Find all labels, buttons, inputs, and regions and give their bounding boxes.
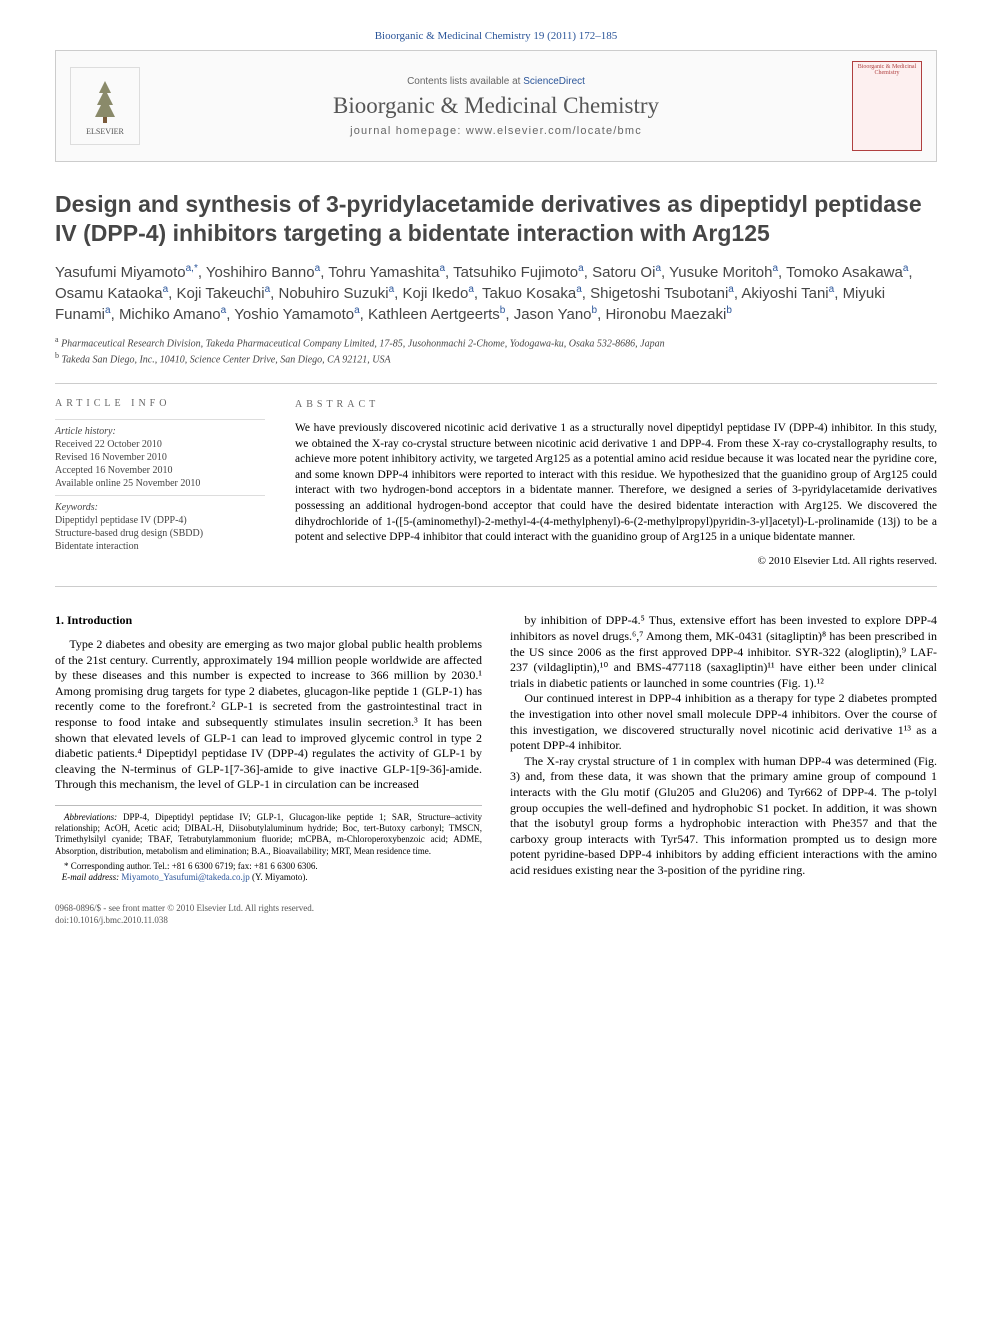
author: Satoru Oia bbox=[592, 264, 661, 281]
footer-line2: doi:10.1016/j.bmc.2010.11.038 bbox=[55, 915, 937, 926]
body-para: Our continued interest in DPP-4 inhibiti… bbox=[510, 691, 937, 753]
author: Tohru Yamashitaa bbox=[328, 264, 445, 281]
author: Kathleen Aertgeertsb bbox=[368, 306, 505, 323]
author: Yusuke Moritoha bbox=[669, 264, 778, 281]
journal-cover-thumb: Bioorganic & Medicinal Chemistry bbox=[852, 61, 922, 151]
author: Yoshio Yamamotoa bbox=[234, 306, 359, 323]
keyword: Dipeptidyl peptidase IV (DPP-4) bbox=[55, 515, 265, 526]
body-para: The X-ray crystal structure of 1 in comp… bbox=[510, 754, 937, 879]
header-center: Contents lists available at ScienceDirec… bbox=[154, 76, 838, 137]
history-line: Accepted 16 November 2010 bbox=[55, 465, 265, 476]
tree-icon bbox=[83, 77, 127, 127]
body-columns: 1. Introduction Type 2 diabetes and obes… bbox=[55, 613, 937, 883]
body-para: by inhibition of DPP-4.⁵ Thus, extensive… bbox=[510, 613, 937, 691]
author: Hironobu Maezakib bbox=[605, 306, 731, 323]
article-info: ARTICLE INFO Article history: Received 2… bbox=[55, 398, 265, 568]
history-line: Received 22 October 2010 bbox=[55, 439, 265, 450]
email-link[interactable]: Miyamoto_Yasufumi@takeda.co.jp bbox=[121, 872, 249, 882]
rule bbox=[55, 586, 937, 587]
author: Yasufumi Miyamotoa,* bbox=[55, 264, 198, 281]
keyword: Structure-based drug design (SBDD) bbox=[55, 528, 265, 539]
author: Koji Ikedoa bbox=[402, 285, 473, 302]
author: Yoshihiro Bannoa bbox=[206, 264, 320, 281]
journal-name: Bioorganic & Medicinal Chemistry bbox=[154, 93, 838, 119]
author: Tatsuhiko Fujimotoa bbox=[453, 264, 584, 281]
sciencedirect-link[interactable]: ScienceDirect bbox=[523, 76, 585, 87]
author: Nobuhiro Suzukia bbox=[279, 285, 395, 302]
section-heading: 1. Introduction bbox=[55, 613, 482, 629]
footer-line1: 0968-0896/$ - see front matter © 2010 El… bbox=[55, 903, 937, 914]
abstract-text: We have previously discovered nicotinic … bbox=[295, 421, 937, 545]
homepage-url[interactable]: www.elsevier.com/locate/bmc bbox=[466, 125, 642, 137]
citation-line: Bioorganic & Medicinal Chemistry 19 (201… bbox=[55, 30, 937, 42]
contents-available: Contents lists available at ScienceDirec… bbox=[154, 76, 838, 87]
rule bbox=[55, 383, 937, 384]
corresponding-author: * Corresponding author. Tel.: +81 6 6300… bbox=[55, 861, 482, 884]
keyword: Bidentate interaction bbox=[55, 541, 265, 552]
abstract: ABSTRACT We have previously discovered n… bbox=[295, 398, 937, 568]
abstract-heading: ABSTRACT bbox=[295, 398, 937, 412]
affiliation-a: a Pharmaceutical Research Division, Take… bbox=[55, 335, 937, 349]
history-line: Revised 16 November 2010 bbox=[55, 452, 265, 463]
elsevier-logo: ELSEVIER bbox=[70, 67, 140, 145]
author: Koji Takeuchia bbox=[176, 285, 270, 302]
article-title: Design and synthesis of 3-pyridylacetami… bbox=[55, 190, 937, 248]
author: Osamu Kataokaa bbox=[55, 285, 168, 302]
author: Tomoko Asakawaa bbox=[786, 264, 908, 281]
keywords-label: Keywords: bbox=[55, 502, 265, 513]
info-heading: ARTICLE INFO bbox=[55, 398, 265, 409]
author: Michiko Amanoa bbox=[119, 306, 226, 323]
author-list: Yasufumi Miyamotoa,*, Yoshihiro Bannoa, … bbox=[55, 262, 937, 326]
affiliation-b: b Takeda San Diego, Inc., 10410, Science… bbox=[55, 351, 937, 365]
history-line: Available online 25 November 2010 bbox=[55, 478, 265, 489]
history-label: Article history: bbox=[55, 426, 265, 437]
journal-header: ELSEVIER Contents lists available at Sci… bbox=[55, 50, 937, 162]
author: Shigetoshi Tsubotania bbox=[590, 285, 734, 302]
abstract-copyright: © 2010 Elsevier Ltd. All rights reserved… bbox=[295, 554, 937, 569]
author: Takuo Kosakaa bbox=[482, 285, 582, 302]
author: Akiyoshi Tania bbox=[741, 285, 834, 302]
journal-homepage: journal homepage: www.elsevier.com/locat… bbox=[154, 125, 838, 137]
page-footer: 0968-0896/$ - see front matter © 2010 El… bbox=[55, 903, 937, 926]
body-para: Type 2 diabetes and obesity are emerging… bbox=[55, 637, 482, 793]
author: Jason Yanob bbox=[514, 306, 597, 323]
abbreviations: Abbreviations: DPP-4, Dipeptidyl peptida… bbox=[55, 805, 482, 857]
